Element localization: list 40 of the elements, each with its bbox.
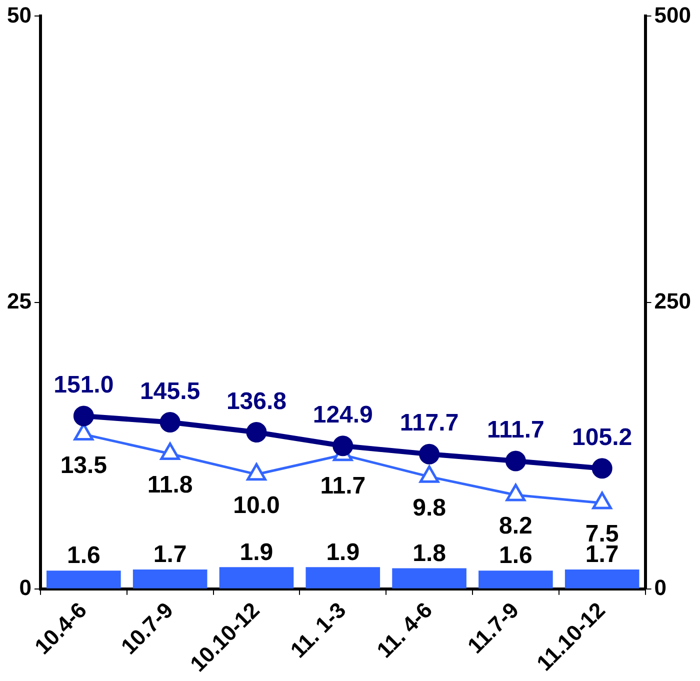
data-label: 1.6 bbox=[499, 542, 532, 570]
data-label: 11.7 bbox=[320, 472, 366, 500]
point bbox=[73, 406, 94, 426]
x-tick-label: 11. 1-3 bbox=[285, 597, 351, 663]
y2-tick-label: 500 bbox=[654, 2, 692, 28]
point bbox=[592, 492, 612, 510]
y2-tick-label: 0 bbox=[654, 574, 667, 600]
y-tick-label: 0 bbox=[19, 574, 32, 600]
data-label: 124.9 bbox=[312, 401, 373, 428]
data-label: 1.6 bbox=[66, 542, 100, 570]
data-label: 13.5 bbox=[60, 452, 108, 479]
point bbox=[506, 484, 526, 502]
data-label: 1.8 bbox=[412, 540, 446, 567]
data-label: 8.2 bbox=[499, 512, 532, 540]
y2-tick-label: 250 bbox=[654, 288, 692, 314]
data-label: 1.9 bbox=[326, 538, 360, 566]
x-tick-label: 11. 4-6 bbox=[372, 597, 438, 663]
data-label: 151.0 bbox=[54, 372, 114, 399]
y-tick-label: 50 bbox=[6, 2, 32, 28]
data-label: 1.7 bbox=[585, 541, 619, 568]
point bbox=[246, 463, 266, 481]
data-label: 117.7 bbox=[400, 410, 459, 437]
point bbox=[419, 444, 440, 464]
data-label: 9.8 bbox=[412, 494, 446, 522]
point bbox=[419, 465, 440, 483]
data-label: 145.5 bbox=[140, 378, 200, 405]
point bbox=[592, 458, 612, 479]
y-tick-label: 25 bbox=[6, 288, 32, 314]
data-label: 10.0 bbox=[233, 492, 280, 519]
data-label: 111.7 bbox=[486, 416, 544, 444]
data-label: 1.7 bbox=[153, 541, 187, 568]
point bbox=[160, 412, 180, 433]
data-label: 1.9 bbox=[240, 538, 274, 566]
point bbox=[246, 422, 267, 442]
point bbox=[160, 442, 180, 460]
point bbox=[332, 436, 354, 456]
data-label: 136.8 bbox=[226, 388, 287, 415]
data-label: 105.2 bbox=[572, 424, 632, 452]
point bbox=[505, 450, 526, 472]
data-label: 11.8 bbox=[147, 471, 193, 498]
